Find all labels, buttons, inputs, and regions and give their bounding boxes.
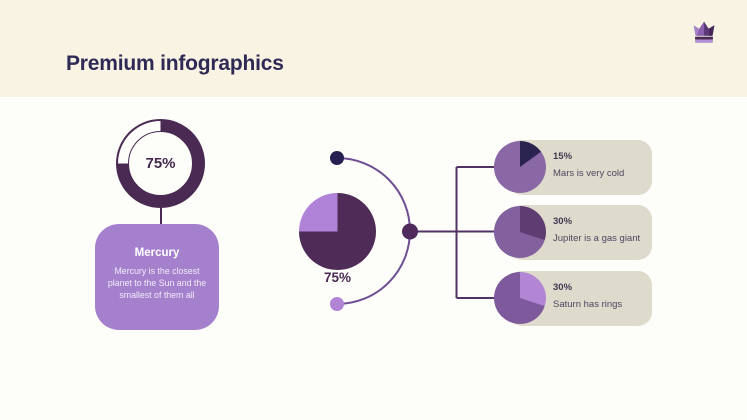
header-band [0,0,747,97]
mars-label: Mars is very cold [553,168,625,179]
center-pie-chart [299,193,376,270]
center-percent-label: 75% [323,270,352,285]
jupiter-pie-chart [494,206,546,258]
donut-card-connector [159,208,162,224]
mercury-card: Mercury Mercury is the closest planet to… [95,224,219,330]
donut-percent-label: 75% [145,155,176,172]
jupiter-label: Jupiter is a gas giant [553,233,641,244]
saturn-label: Saturn has rings [553,298,623,310]
mercury-card-title: Mercury [134,247,180,259]
crown-icon [693,21,715,43]
mars-percent: 15% [553,151,573,162]
mercury-donut-chart: 75% [116,119,205,208]
arc-dot-middle [402,223,418,240]
donut-hole [128,131,193,196]
arc-dot-bottom [330,297,344,311]
mercury-card-description: Mercury is the closest planet to the Sun… [107,266,207,300]
saturn-pie-chart [494,272,546,324]
jupiter-percent: 30% [553,216,573,227]
mars-pie-chart [494,141,546,193]
arc-dot-top [330,151,344,165]
page-title: Premium infographics [66,52,284,75]
saturn-percent: 30% [553,281,573,293]
